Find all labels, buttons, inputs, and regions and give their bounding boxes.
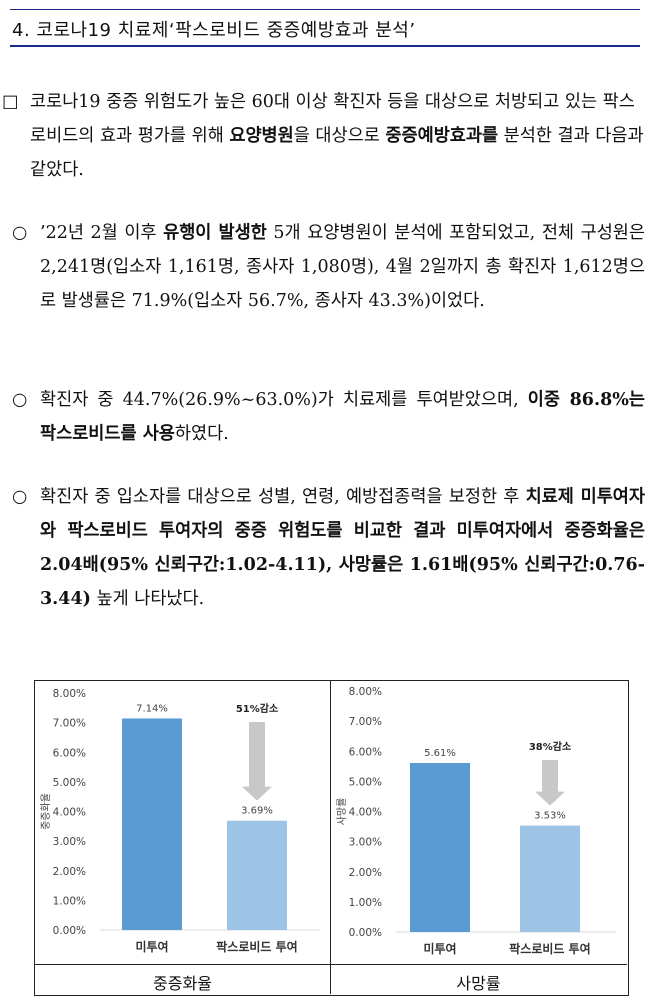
- header-top-rule: [10, 9, 640, 10]
- y-tick-label: 2.00%: [349, 867, 382, 879]
- paragraph-text: 5개 요양병원이 분석에 포함되었고, 전체 구성원은 2,241명(입소자 1…: [40, 223, 645, 311]
- bar: [520, 825, 580, 932]
- bar-value-label: 3.53%: [534, 811, 566, 822]
- circle-bullet-icon: ○: [12, 223, 28, 243]
- paragraph-treatment: ○ 확진자 중 44.7%(26.9%~63.0%)가 치료제를 투여받았으며,…: [0, 383, 645, 451]
- x-category-label: 미투여: [135, 939, 168, 954]
- paragraph-summary: □ 코로나19 중증 위험도가 높은 60대 이상 확진자 등을 대상으로 처방…: [0, 85, 645, 187]
- bar: [122, 718, 182, 930]
- severity-rate-chart: 0.00% 1.00% 2.00% 3.00% 4.00% 5.00% 6.00% 7.00%…: [40, 688, 320, 954]
- paragraph-text: 높게 나타났다.: [90, 589, 205, 609]
- paragraph-scope: ○ ’22년 2월 이후 유행이 발생한 5개 요양병원이 분석에 포함되었고,…: [0, 216, 645, 318]
- y-tick-label: 0.00%: [349, 927, 382, 939]
- y-tick-label: 2.00%: [53, 866, 86, 878]
- chart-divider: [330, 680, 331, 994]
- paragraph-text: 확진자 중 입소자를 대상으로 성별, 연령, 예방접종력을 보정한 후: [40, 487, 526, 507]
- x-category-label: 미투여: [423, 941, 456, 956]
- paragraph-text: 분석한 결과 다음과 같았다.: [30, 126, 644, 180]
- y-tick-label: 6.00%: [53, 747, 86, 759]
- bar: [410, 762, 470, 932]
- y-tick-label: 1.00%: [349, 897, 382, 909]
- bar: [227, 820, 287, 930]
- y-tick-label: 5.00%: [53, 777, 86, 789]
- caption-rule: [34, 964, 627, 965]
- y-tick-label: 8.00%: [53, 688, 86, 700]
- y-tick-label: 3.00%: [53, 836, 86, 848]
- chart-caption-mortality: 사망률: [456, 974, 501, 993]
- bar-value-label: 7.14%: [136, 703, 168, 714]
- x-category-label: 팍스로비드 투여: [216, 939, 297, 954]
- y-axis-title: 중증화율: [40, 793, 52, 830]
- y-tick-label: 7.00%: [349, 716, 382, 728]
- emphasis-text: 유행이 발생한: [163, 223, 267, 243]
- reduction-annotation: 38%감소: [529, 741, 571, 753]
- reduction-annotation: 51%감소: [236, 703, 278, 715]
- mortality-rate-chart: 0.00% 1.00% 2.00% 3.00% 4.00% 5.00% 6.00% 7.00%…: [336, 686, 616, 956]
- circle-bullet-icon: ○: [12, 487, 28, 507]
- paragraph-text: 확진자 중 44.7%(26.9%~63.0%)가 치료제를 투여받았으며,: [40, 390, 528, 410]
- y-tick-label: 4.00%: [349, 807, 382, 819]
- bar-value-label: 3.69%: [241, 806, 273, 817]
- y-tick-label: 5.00%: [349, 776, 382, 788]
- y-tick-label: 3.00%: [349, 837, 382, 849]
- y-tick-label: 4.00%: [53, 807, 86, 819]
- emphasis-text: 치료제 미투여자와 팍스로비드 투여자의 중증 위험도를 비교한 결과 미투여자…: [40, 487, 645, 609]
- y-tick-label: 8.00%: [349, 686, 382, 698]
- y-tick-label: 7.00%: [53, 718, 86, 730]
- x-category-label: 팍스로비드 투여: [509, 941, 590, 956]
- paragraph-text: 코로나19 중증 위험도가 높은 60대 이상 확진자 등을 대상으로 처방되고…: [30, 92, 635, 146]
- square-bullet-icon: □: [2, 92, 19, 112]
- bar-value-label: 5.61%: [424, 748, 456, 759]
- paragraph-text: 하였다.: [174, 424, 229, 444]
- y-tick-label: 0.00%: [53, 925, 86, 937]
- paragraph-text: ’22년 2월 이후: [40, 223, 164, 243]
- emphasis-text: 중증예방효과를: [385, 126, 499, 146]
- circle-bullet-icon: ○: [12, 390, 28, 410]
- paragraph-result: ○ 확진자 중 입소자를 대상으로 성별, 연령, 예방접종력을 보정한 후 치…: [0, 480, 645, 616]
- chart-caption-severity: 중증화율: [153, 974, 212, 993]
- section-title: 4. 코로나19 치료제‘팍스로비드 중증예방효과 분석’: [12, 20, 416, 41]
- paragraph-text: 을 대상으로: [293, 126, 386, 146]
- header-bottom-rule: [10, 45, 640, 47]
- y-axis-title: 사망률: [336, 798, 348, 826]
- down-arrow-icon: [535, 760, 565, 806]
- chart-frame: [34, 680, 629, 996]
- emphasis-text: 요양병원: [229, 126, 294, 146]
- emphasis-text: 이중 86.8%는 팍스로비드를 사용: [40, 390, 645, 444]
- down-arrow-icon: [242, 722, 272, 801]
- y-tick-label: 6.00%: [349, 746, 382, 758]
- y-tick-label: 1.00%: [53, 895, 86, 907]
